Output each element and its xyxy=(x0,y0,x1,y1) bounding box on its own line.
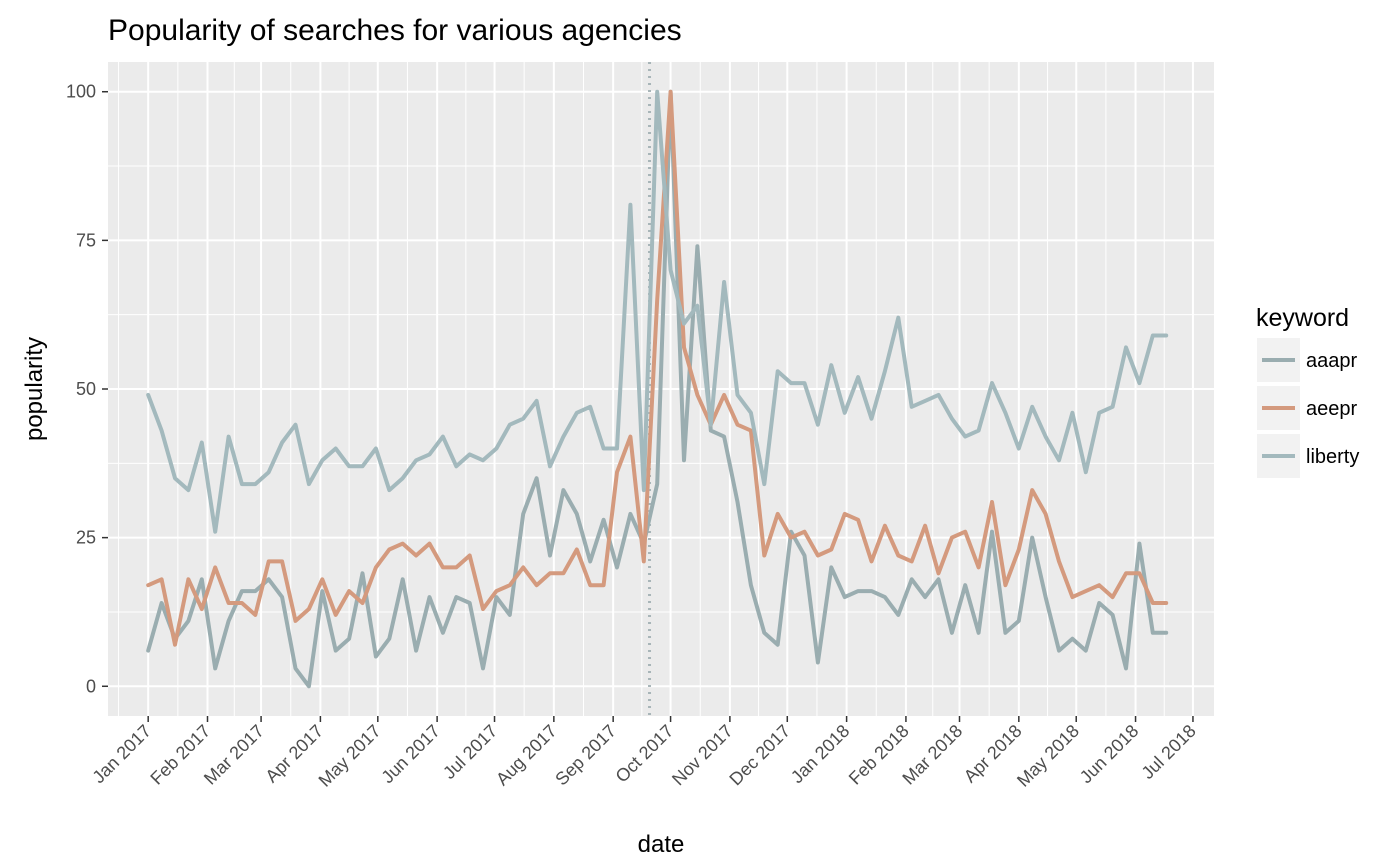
x-tick-label: Dec 2017 xyxy=(725,721,794,790)
y-tick-label: 0 xyxy=(86,676,96,696)
x-tick-label: Jan 2018 xyxy=(787,721,854,788)
x-tick-label: Jun 2018 xyxy=(1076,721,1143,788)
y-tick-label: 100 xyxy=(66,82,96,102)
x-tick-label: Aug 2017 xyxy=(492,721,561,790)
x-tick-label: Jan 2017 xyxy=(88,721,155,788)
y-axis-title: popularity xyxy=(21,337,48,441)
y-tick-label: 25 xyxy=(76,528,96,548)
x-tick-label: May 2017 xyxy=(315,721,385,791)
y-axis: 0 25 50 75 100 xyxy=(66,82,108,696)
x-tick-label: Jul 2017 xyxy=(439,721,501,783)
x-tick-label: Sep 2017 xyxy=(551,721,620,790)
x-tick-label: Jun 2017 xyxy=(377,721,444,788)
x-tick-label: Jul 2018 xyxy=(1138,721,1200,783)
legend-title: keyword xyxy=(1256,304,1349,332)
series-line-aaapr xyxy=(146,89,1169,689)
legend-label-liberty: liberty xyxy=(1306,446,1359,468)
legend-label-aaapr: aaapr xyxy=(1306,350,1357,372)
x-tick-label: Oct 2017 xyxy=(612,721,678,787)
x-tick-label: Nov 2017 xyxy=(668,721,737,790)
series-lines xyxy=(146,89,1169,689)
y-tick-label: 50 xyxy=(76,379,96,399)
series-line-liberty xyxy=(146,89,1169,534)
y-tick-label: 75 xyxy=(76,230,96,250)
legend: keyword aaapr aeepr liberty xyxy=(1256,304,1359,478)
x-axis-title: date xyxy=(638,831,685,858)
x-tick-label: May 2018 xyxy=(1013,721,1083,791)
series-line-aeepr xyxy=(146,89,1169,647)
legend-label-aeepr: aeepr xyxy=(1306,398,1357,420)
chart-title: Popularity of searches for various agenc… xyxy=(108,14,682,47)
